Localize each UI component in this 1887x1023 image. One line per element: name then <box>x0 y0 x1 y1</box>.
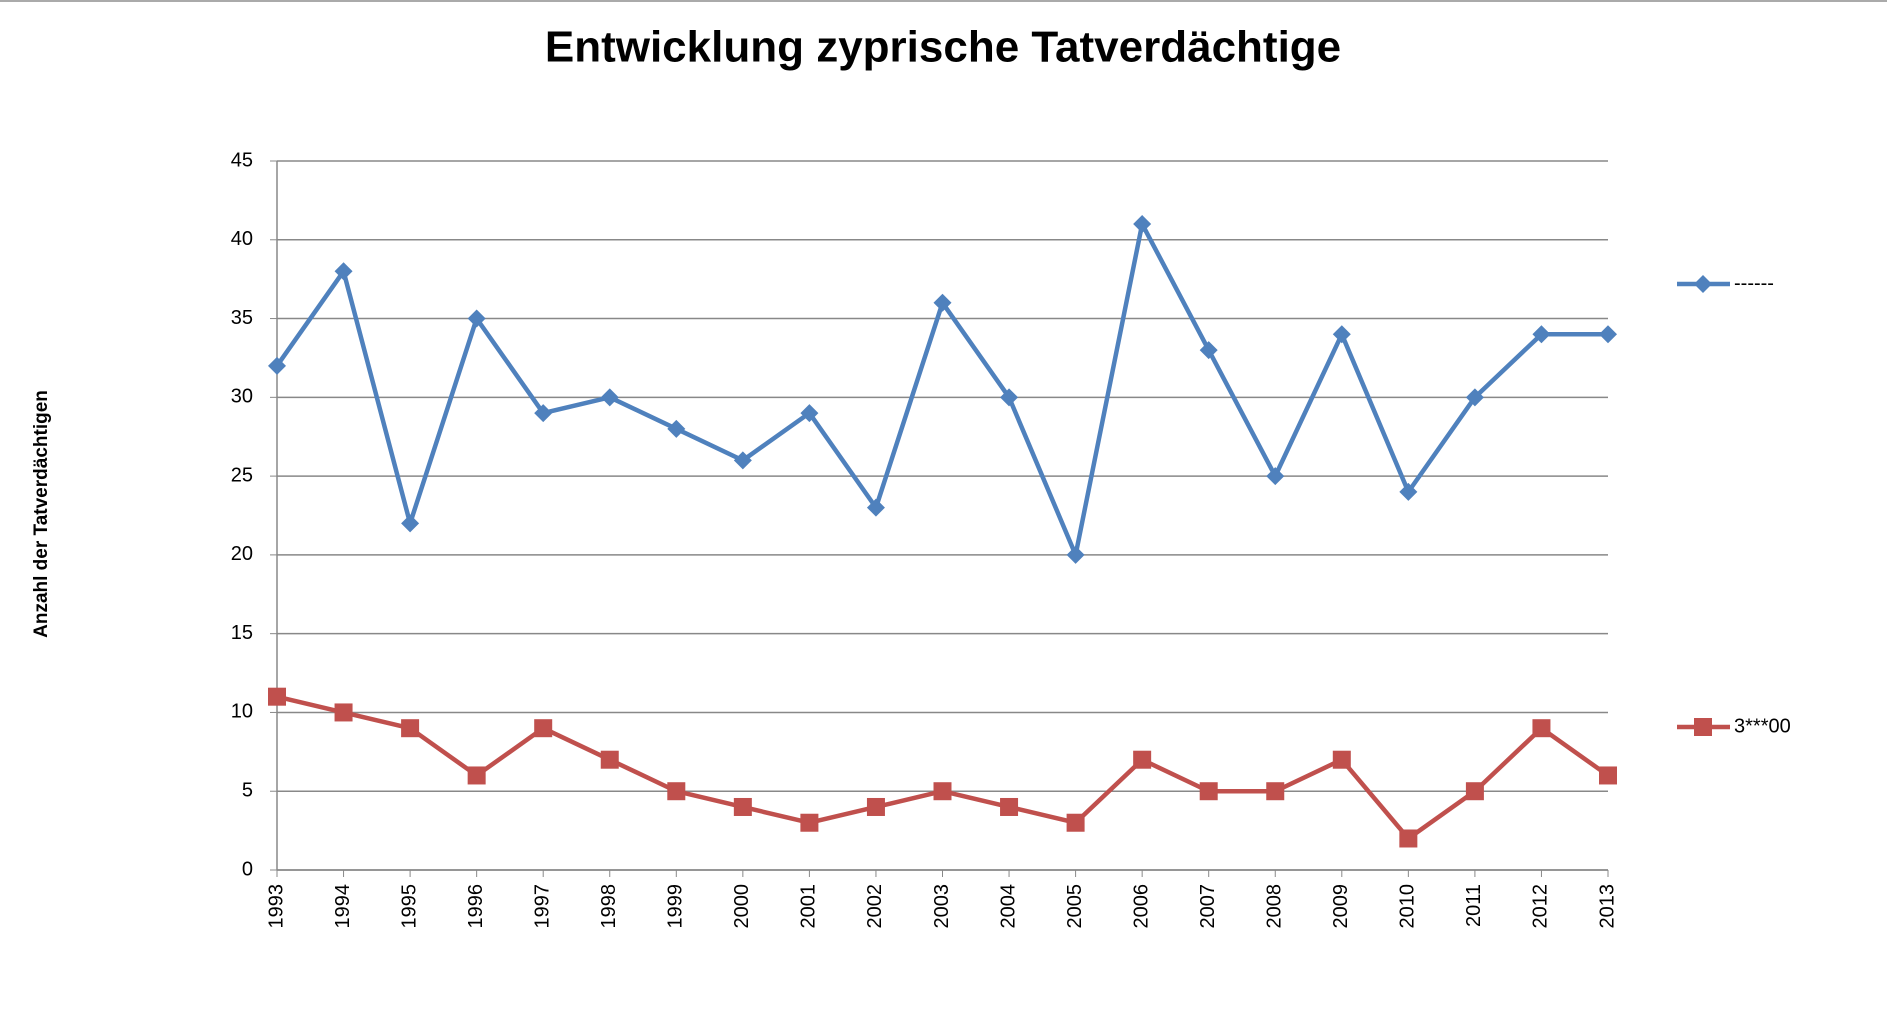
x-tick-label: 2006 <box>1130 884 1152 929</box>
data-point <box>1066 545 1085 564</box>
legend-label: 3***00 <box>1734 715 1791 737</box>
y-tick-label: 35 <box>231 307 253 329</box>
x-tick-label: 2010 <box>1397 884 1419 929</box>
x-tick-label: 2013 <box>1596 884 1618 929</box>
x-tick-label: 2002 <box>864 884 886 929</box>
y-axis-label: Anzahl der Tatverdächtigen <box>31 390 52 638</box>
y-tick-label: 0 <box>242 858 253 880</box>
data-point <box>1332 325 1351 344</box>
x-tick-label: 2004 <box>997 884 1019 929</box>
data-point <box>667 782 686 801</box>
data-point <box>1199 341 1218 360</box>
x-tick-label: 1999 <box>665 884 687 929</box>
data-point <box>1532 719 1551 738</box>
x-tick-label: 2003 <box>931 884 953 929</box>
y-tick-label: 30 <box>231 386 253 408</box>
data-point <box>667 419 686 438</box>
data-point <box>1000 797 1019 816</box>
x-tick-label: 1993 <box>265 884 287 929</box>
x-tick-label: 1996 <box>465 884 487 929</box>
x-tick-label: 2000 <box>731 884 753 929</box>
y-tick-label: 5 <box>242 780 253 802</box>
data-point <box>1532 325 1551 344</box>
data-point <box>1000 388 1019 407</box>
data-point <box>1266 782 1285 801</box>
y-tick-label: 40 <box>231 228 253 250</box>
data-point <box>733 797 752 816</box>
data-point <box>800 813 819 832</box>
legend-marker <box>1694 718 1712 736</box>
data-point <box>334 703 353 722</box>
data-point <box>1599 766 1617 785</box>
y-tick-label: 10 <box>231 701 253 723</box>
data-point <box>866 797 885 816</box>
y-tick-label: 45 <box>231 149 253 171</box>
x-tick-label: 2001 <box>798 884 820 929</box>
data-point <box>1266 467 1285 486</box>
data-point <box>1332 750 1351 769</box>
data-point <box>1133 215 1152 234</box>
x-tick-label: 1994 <box>332 884 354 929</box>
data-point <box>467 766 486 785</box>
data-point <box>1133 750 1152 769</box>
x-tick-label: 2011 <box>1463 884 1485 927</box>
data-point <box>933 782 952 801</box>
data-point <box>1399 829 1418 848</box>
data-point <box>600 388 619 407</box>
data-point <box>401 719 420 738</box>
data-point <box>866 498 885 517</box>
data-point <box>401 514 420 533</box>
data-point <box>1399 482 1418 501</box>
x-tick-label: 1995 <box>398 884 420 929</box>
data-point <box>733 451 752 470</box>
data-point <box>1465 388 1484 407</box>
y-tick-label: 20 <box>231 543 253 565</box>
x-tick-label: 2007 <box>1197 884 1219 929</box>
data-point <box>1066 813 1085 832</box>
x-tick-label: 2008 <box>1264 884 1286 929</box>
data-point <box>268 356 286 375</box>
x-tick-label: 2012 <box>1530 884 1552 929</box>
legend-marker <box>1694 275 1712 293</box>
data-point <box>600 750 619 769</box>
data-point <box>268 687 286 706</box>
series-line <box>275 221 1608 558</box>
data-point <box>1465 782 1484 801</box>
data-point <box>1199 782 1218 801</box>
data-point <box>800 404 819 423</box>
chart-title: Entwicklung zyprische Tatverdächtige <box>545 23 1341 72</box>
x-tick-label: 2005 <box>1064 884 1086 929</box>
data-point <box>534 719 553 738</box>
x-tick-label: 1997 <box>531 884 553 929</box>
y-tick-label: 15 <box>231 622 253 644</box>
data-point <box>467 309 486 328</box>
x-tick-label: 1998 <box>598 884 620 929</box>
data-point <box>1599 325 1617 344</box>
legend-label: ------ <box>1734 272 1774 294</box>
y-tick-label: 25 <box>231 464 253 486</box>
x-tick-label: 2009 <box>1330 884 1352 929</box>
data-point <box>534 404 553 423</box>
data-point <box>334 262 353 281</box>
data-point <box>933 293 952 312</box>
